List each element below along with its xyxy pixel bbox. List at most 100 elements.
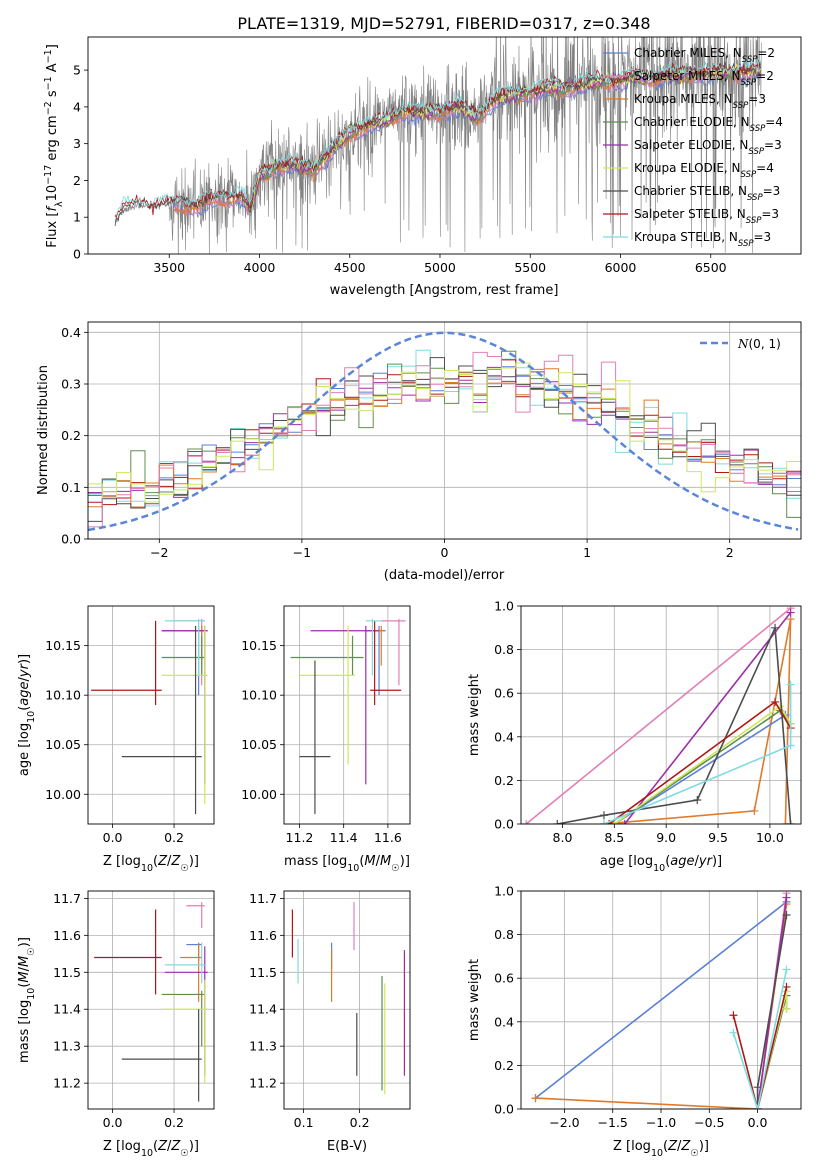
label-part: 10 xyxy=(653,863,665,874)
x-tick-label: 4500 xyxy=(334,260,366,275)
label-part: / xyxy=(17,966,32,971)
label-part: ( xyxy=(665,854,670,869)
x-tick-label: 0.0 xyxy=(103,830,123,845)
y-tick-label: 5 xyxy=(73,63,81,78)
y-tick-label: 10.05 xyxy=(45,737,81,752)
legend-suffix: =3 xyxy=(764,138,782,152)
y-tick-label: 11.6 xyxy=(249,928,277,943)
label-part: s xyxy=(45,90,60,101)
axes: 0.0 0.2 11.2 11.3 11.4 11.5 11.6 11.7 xyxy=(53,890,215,1130)
model-spectrum-line xyxy=(114,58,761,216)
label-part: erg cm xyxy=(45,115,60,164)
legend-suffix: =4 xyxy=(756,161,774,175)
legend: N(0, 1) xyxy=(700,337,781,351)
weight-marker xyxy=(786,820,795,824)
x-tick-label: −2.0 xyxy=(549,1115,579,1130)
x-tick-label: 0.1 xyxy=(294,1115,314,1130)
weight-line xyxy=(613,714,786,824)
y-axis-label: mass weight xyxy=(467,959,482,1041)
weight-marker xyxy=(786,741,795,750)
y-tick-label: 1.0 xyxy=(494,884,514,899)
x-tick-label: 0.2 xyxy=(164,1115,184,1130)
plot-area xyxy=(531,891,791,1109)
weight-marker xyxy=(753,1105,762,1109)
x-axis-label: mass [log10(M/M☉)] xyxy=(284,854,410,874)
x-tick-label: 3500 xyxy=(153,260,185,275)
legend-label: N(0, 1) xyxy=(737,337,781,351)
y-tick-label: 11.3 xyxy=(53,1039,81,1054)
x-tick-label: 0.2 xyxy=(164,830,184,845)
x-tick-label: 0.0 xyxy=(748,1115,768,1130)
x-tick-label: 8.0 xyxy=(553,830,573,845)
weight-marker xyxy=(599,811,608,820)
y-tick-label: 3 xyxy=(73,136,81,151)
y-tick-label: 11.4 xyxy=(53,1002,81,1017)
label-part: ☉ xyxy=(391,863,400,874)
label-part: / xyxy=(167,854,172,869)
axes: 11.2 11.4 11.6 10.00 10.05 10.10 10.15 xyxy=(241,605,411,845)
y-tick-label: 11.2 xyxy=(249,1076,277,1091)
figure-title: PLATE=1319, MJD=52791, FIBERID=0317, z=0… xyxy=(237,14,650,33)
x-tick-label: −0.5 xyxy=(694,1115,724,1130)
weight-marker xyxy=(782,893,791,902)
label-part: ☉ xyxy=(180,863,189,874)
axes-frame xyxy=(87,605,215,825)
y-tick-label: 11.2 xyxy=(53,1076,81,1091)
y-tick-label: 0.4 xyxy=(61,325,81,340)
mass-vs-extinction-panel: 0.1 0.2 11.2 11.3 11.4 11.5 11.6 11.7 E(B-V) xyxy=(249,890,411,1154)
y-tick-label: 0 xyxy=(73,247,81,262)
label-part: A xyxy=(45,63,60,76)
legend-sub: SSP xyxy=(748,147,764,157)
y-tick-label: 0.0 xyxy=(494,817,514,832)
y-tick-label: 10.15 xyxy=(45,638,81,653)
normal-distribution-curve xyxy=(88,331,799,532)
legend-suffix: =3 xyxy=(763,184,781,198)
axes: 0.0 0.2 10.00 10.05 10.10 10.15 xyxy=(45,605,215,845)
legend-suffix: =3 xyxy=(761,207,779,221)
label-part: ☉ xyxy=(26,947,37,956)
y-tick-label: 0.8 xyxy=(494,927,514,942)
legend-text: Chabrier MILES, N xyxy=(634,46,742,60)
label-part: Z xyxy=(680,1139,691,1154)
label-part: / xyxy=(376,854,381,869)
label-part: / xyxy=(167,1139,172,1154)
weight-marker xyxy=(782,965,791,974)
weight-marker xyxy=(753,1083,762,1092)
axes-frame xyxy=(520,605,802,825)
label-part: )] xyxy=(400,854,410,869)
y-tick-label: 0.6 xyxy=(494,686,514,701)
weight-marker xyxy=(620,820,629,824)
axes: 0.1 0.2 11.2 11.3 11.4 11.5 11.6 11.7 xyxy=(249,890,411,1130)
label-part: ( xyxy=(17,706,32,711)
label-part: ( xyxy=(17,983,32,988)
legend-label: Salpeter MILES, NSSP=2 xyxy=(634,69,774,88)
y-tick-label: 0.6 xyxy=(494,971,514,986)
y-tick-label: 0.0 xyxy=(494,1102,514,1117)
weight-marker xyxy=(771,623,780,632)
weight-marker xyxy=(599,820,608,824)
legend-sub: SSP xyxy=(733,101,749,111)
weight-marker xyxy=(781,820,790,824)
axes: 3500 4000 4500 5000 5500 6000 6500 0 1 2 3 4 5 xyxy=(73,36,802,275)
y-tick-label: 0.2 xyxy=(494,773,514,788)
weight-marker xyxy=(729,1028,738,1037)
label-part: ( xyxy=(359,854,364,869)
label-part: Flux [ xyxy=(45,212,60,248)
legend-text: Kroupa MILES, N xyxy=(634,92,733,106)
weight-line xyxy=(624,612,792,824)
legend-sub: SSP xyxy=(750,124,766,134)
label-part: age xyxy=(17,681,32,705)
label-part: / xyxy=(677,1139,682,1154)
legend-text: Kroupa STELIB, N xyxy=(634,230,738,244)
x-tick-label: 11.2 xyxy=(286,830,314,845)
x-axis-label: (data-model)/error xyxy=(384,568,505,583)
weight-marker xyxy=(553,820,562,824)
label-part: Z [log xyxy=(103,854,141,869)
label-part: E(B-V) xyxy=(327,1139,367,1154)
weight-line xyxy=(732,969,788,1109)
plot-area xyxy=(88,331,801,532)
label-part: −2 xyxy=(43,101,54,115)
plot-area xyxy=(290,618,406,815)
